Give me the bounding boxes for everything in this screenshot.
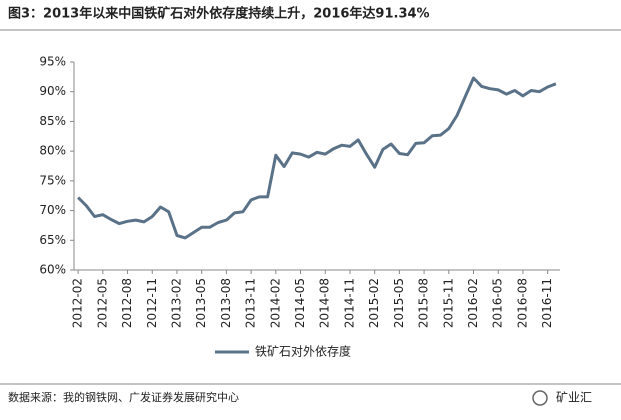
y-tick-label: 60%	[39, 263, 66, 277]
x-tick-label: 2012-08	[120, 278, 134, 328]
x-tick-label: 2015-02	[367, 278, 381, 328]
x-tick-label: 2012-02	[71, 278, 85, 328]
x-tick-label: 2015-05	[392, 278, 406, 328]
chart-title: 图3：2013年以来中国铁矿石对外依存度持续上升，2016年达91.34%	[8, 6, 430, 22]
x-tick-label: 2013-05	[194, 278, 208, 328]
x-tick-label: 2016-05	[491, 278, 505, 328]
y-tick-label: 85%	[39, 114, 66, 128]
y-tick-label: 65%	[39, 233, 66, 247]
legend-label: 铁矿石对外依存度	[255, 344, 351, 359]
x-tick-label: 2016-02	[466, 278, 480, 328]
x-tick-label: 2013-11	[244, 278, 258, 328]
y-tick-label: 70%	[39, 203, 66, 217]
x-tick-label: 2013-08	[219, 278, 233, 328]
x-tick-label: 2015-08	[417, 278, 431, 328]
x-tick-label: 2014-05	[293, 278, 307, 328]
y-tick-label: 95%	[39, 55, 66, 69]
x-tick-label: 2013-02	[169, 278, 183, 328]
x-tick-label: 2016-08	[515, 278, 529, 328]
x-tick-label: 2012-11	[145, 278, 159, 328]
watermark-icon	[532, 390, 548, 406]
x-tick-label: 2016-11	[540, 278, 554, 328]
source: 数据来源：我的钢铁网、广发证券发展研究中心	[8, 390, 239, 404]
y-tick-label: 90%	[39, 84, 66, 98]
y-tick-label: 80%	[39, 144, 66, 158]
x-tick-label: 2015-11	[441, 278, 455, 328]
x-tick-label: 2012-05	[95, 278, 109, 328]
x-tick-label: 2014-11	[342, 278, 356, 328]
y-tick-label: 75%	[39, 173, 66, 187]
x-tick-label: 2014-02	[268, 278, 282, 328]
watermark: 矿业汇	[556, 391, 592, 405]
series-line	[77, 76, 557, 240]
x-tick-label: 2014-08	[318, 278, 332, 328]
